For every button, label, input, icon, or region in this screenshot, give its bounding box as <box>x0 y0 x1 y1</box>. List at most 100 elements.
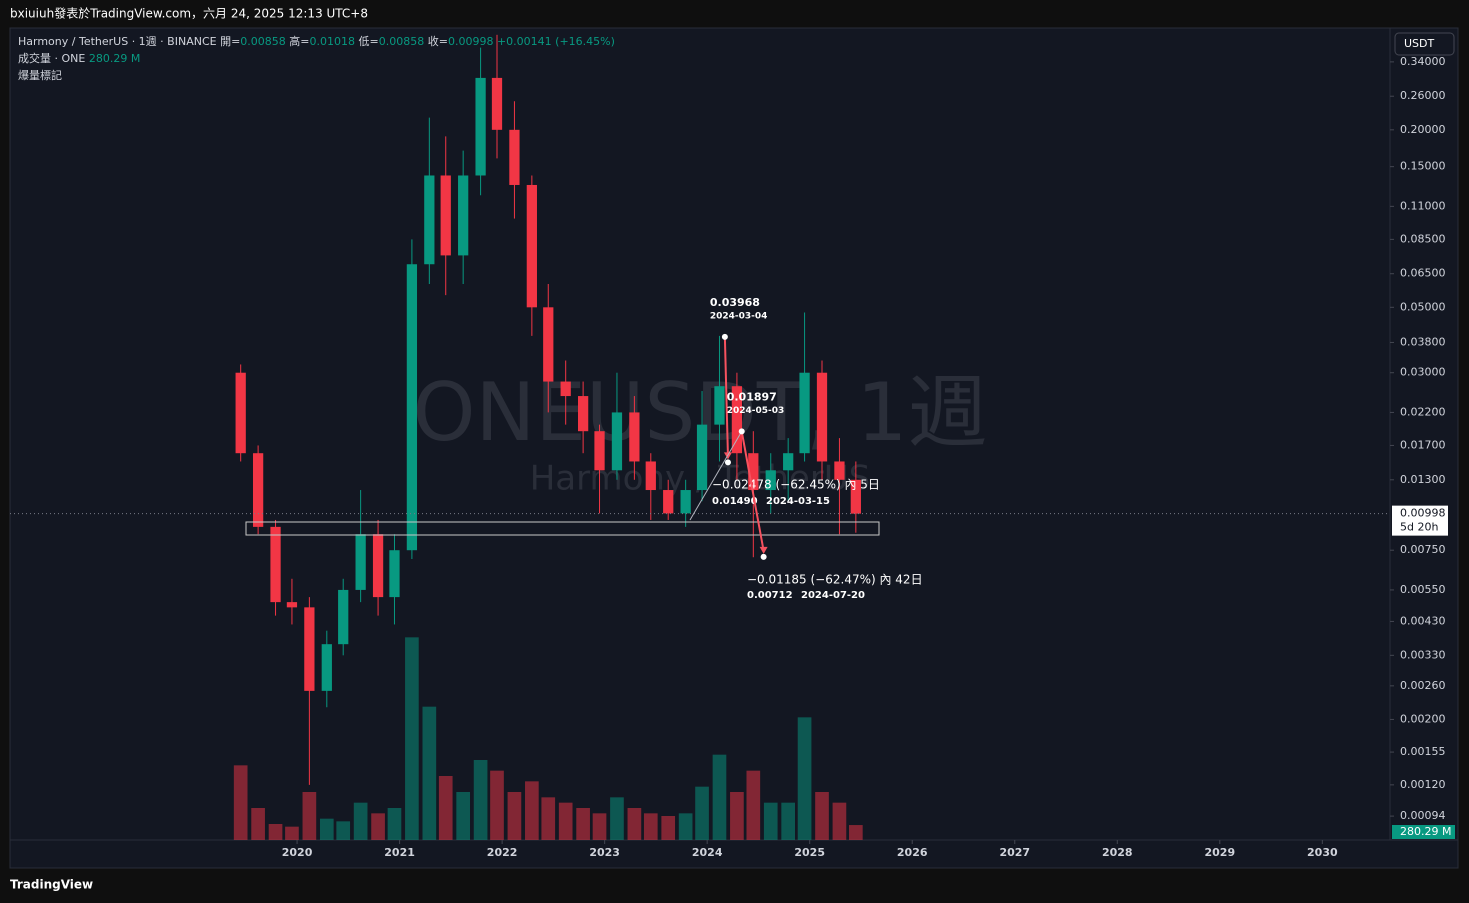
volume-bar <box>797 717 812 840</box>
x-tick-label: 2020 <box>282 846 313 859</box>
volume-bar <box>592 813 607 840</box>
candle-body <box>440 175 451 256</box>
x-tick-label: 2022 <box>487 846 518 859</box>
candle-body <box>680 490 691 514</box>
candle-body <box>850 479 861 514</box>
measure-price: 0.00712 <box>747 590 793 601</box>
y-tick-label: 0.34000 <box>1400 55 1446 68</box>
volume-bar <box>746 770 761 840</box>
volume-bar <box>353 802 368 840</box>
candle-body <box>321 644 332 691</box>
y-tick-label: 0.03000 <box>1400 366 1446 379</box>
candle-body <box>406 264 418 551</box>
candle-body <box>475 77 486 176</box>
change: +0.00141 (+16.45%) <box>497 35 615 48</box>
label: 開= <box>220 35 240 48</box>
volume-bar <box>832 802 847 840</box>
indicator-legend: 爆量標記 <box>18 68 62 82</box>
candle-body <box>799 372 810 454</box>
volume-bar <box>627 808 642 840</box>
x-tick-label: 2030 <box>1307 846 1338 859</box>
x-tick-label: 2029 <box>1204 846 1235 859</box>
volume-bar <box>285 826 299 840</box>
volume-bar <box>490 770 504 840</box>
volume-box <box>1392 825 1455 839</box>
volume-bar <box>849 825 863 840</box>
support-zone <box>245 521 880 536</box>
candle-body <box>696 424 708 491</box>
volume-bar <box>268 824 283 840</box>
candle-body <box>458 175 469 256</box>
volume-bar <box>473 760 488 840</box>
volume-bar <box>610 797 624 840</box>
label: 收= <box>428 34 448 48</box>
volume-bar <box>661 816 676 840</box>
peak-price: 0.01897 <box>727 390 777 403</box>
y-tick-label: 0.11000 <box>1400 199 1446 212</box>
value: 0.00998 <box>448 35 494 48</box>
measure-text: −0.01185 (−62.47%) 內 42日 <box>747 573 923 587</box>
y-tick-label: 0.00430 <box>1400 614 1446 627</box>
y-tick-label: 0.08500 <box>1400 232 1446 245</box>
volume-bar <box>730 792 744 840</box>
volume-bar <box>678 813 693 840</box>
plot: 0.34000 0.26000 0.20000 0.15000 0.11000 0.085… <box>10 34 1446 859</box>
volume-bar <box>438 776 453 840</box>
y-tick-label: 0.01300 <box>1400 473 1446 486</box>
low-point <box>760 553 767 560</box>
candle-body <box>834 461 845 480</box>
candle-body <box>389 550 400 598</box>
label: 成交量 · ONE <box>18 51 85 65</box>
candle-body <box>543 307 554 382</box>
trend-line <box>689 431 743 521</box>
x-tick-label: 2021 <box>384 846 415 859</box>
peak-point <box>738 428 745 435</box>
volume-bar <box>371 813 385 840</box>
volume-bar <box>251 808 265 840</box>
x-tick-label: 2026 <box>897 846 928 859</box>
candle-body <box>424 175 435 265</box>
candle-body <box>509 129 520 185</box>
peak-date: 2024-05-03 <box>727 406 785 416</box>
legend-line: Harmony / TetherUS · 1週 · BINANCE 開=0.00… <box>18 34 615 48</box>
volume-bar <box>576 808 590 840</box>
x-tick-label: 2025 <box>794 846 825 859</box>
measure-date: 2024-03-15 <box>766 496 830 507</box>
label: 低= <box>359 35 379 48</box>
candle-body <box>235 372 246 454</box>
candle-body <box>372 534 384 598</box>
candle-body <box>645 461 656 491</box>
y-tick-label: 0.00550 <box>1400 583 1446 596</box>
caption: bxiuiuh發表於TradingView.com，六月 24, 2025 12… <box>10 6 368 21</box>
y-tick-label: 0.00200 <box>1400 712 1446 725</box>
candle-body <box>560 381 571 397</box>
candle-body <box>765 470 776 491</box>
candle-body <box>629 412 640 462</box>
volume-bar <box>456 792 470 840</box>
candle-body <box>526 184 537 308</box>
candle-body <box>611 412 623 471</box>
x-tick-label: 2028 <box>1102 846 1133 859</box>
x-tick-label: 2023 <box>589 846 620 859</box>
volume-bar <box>405 637 419 840</box>
currency-label[interactable]: USDT <box>1404 37 1435 50</box>
footer-brand: TradingView <box>10 878 93 892</box>
volume-bar <box>233 765 248 840</box>
y-tick-label: 0.00750 <box>1400 543 1446 556</box>
volume-bar <box>422 706 437 840</box>
y-tick-label: 0.03800 <box>1400 335 1446 348</box>
currency-button[interactable] <box>1394 32 1455 56</box>
value: 280.29 M <box>89 52 140 65</box>
value: 0.00858 <box>240 35 286 48</box>
volume-bar <box>507 792 522 840</box>
y-tick-label: 0.00155 <box>1400 745 1446 758</box>
volume-bar <box>763 802 778 840</box>
volume-bar <box>336 821 351 840</box>
y-tick-label: 0.02200 <box>1400 405 1446 418</box>
price-box <box>1392 505 1448 536</box>
peak-point <box>721 333 728 340</box>
volume-label: 280.29 M <box>1400 825 1451 838</box>
candle-body <box>286 602 298 608</box>
symbol: Harmony / TetherUS · 1週 · BINANCE <box>18 35 217 48</box>
